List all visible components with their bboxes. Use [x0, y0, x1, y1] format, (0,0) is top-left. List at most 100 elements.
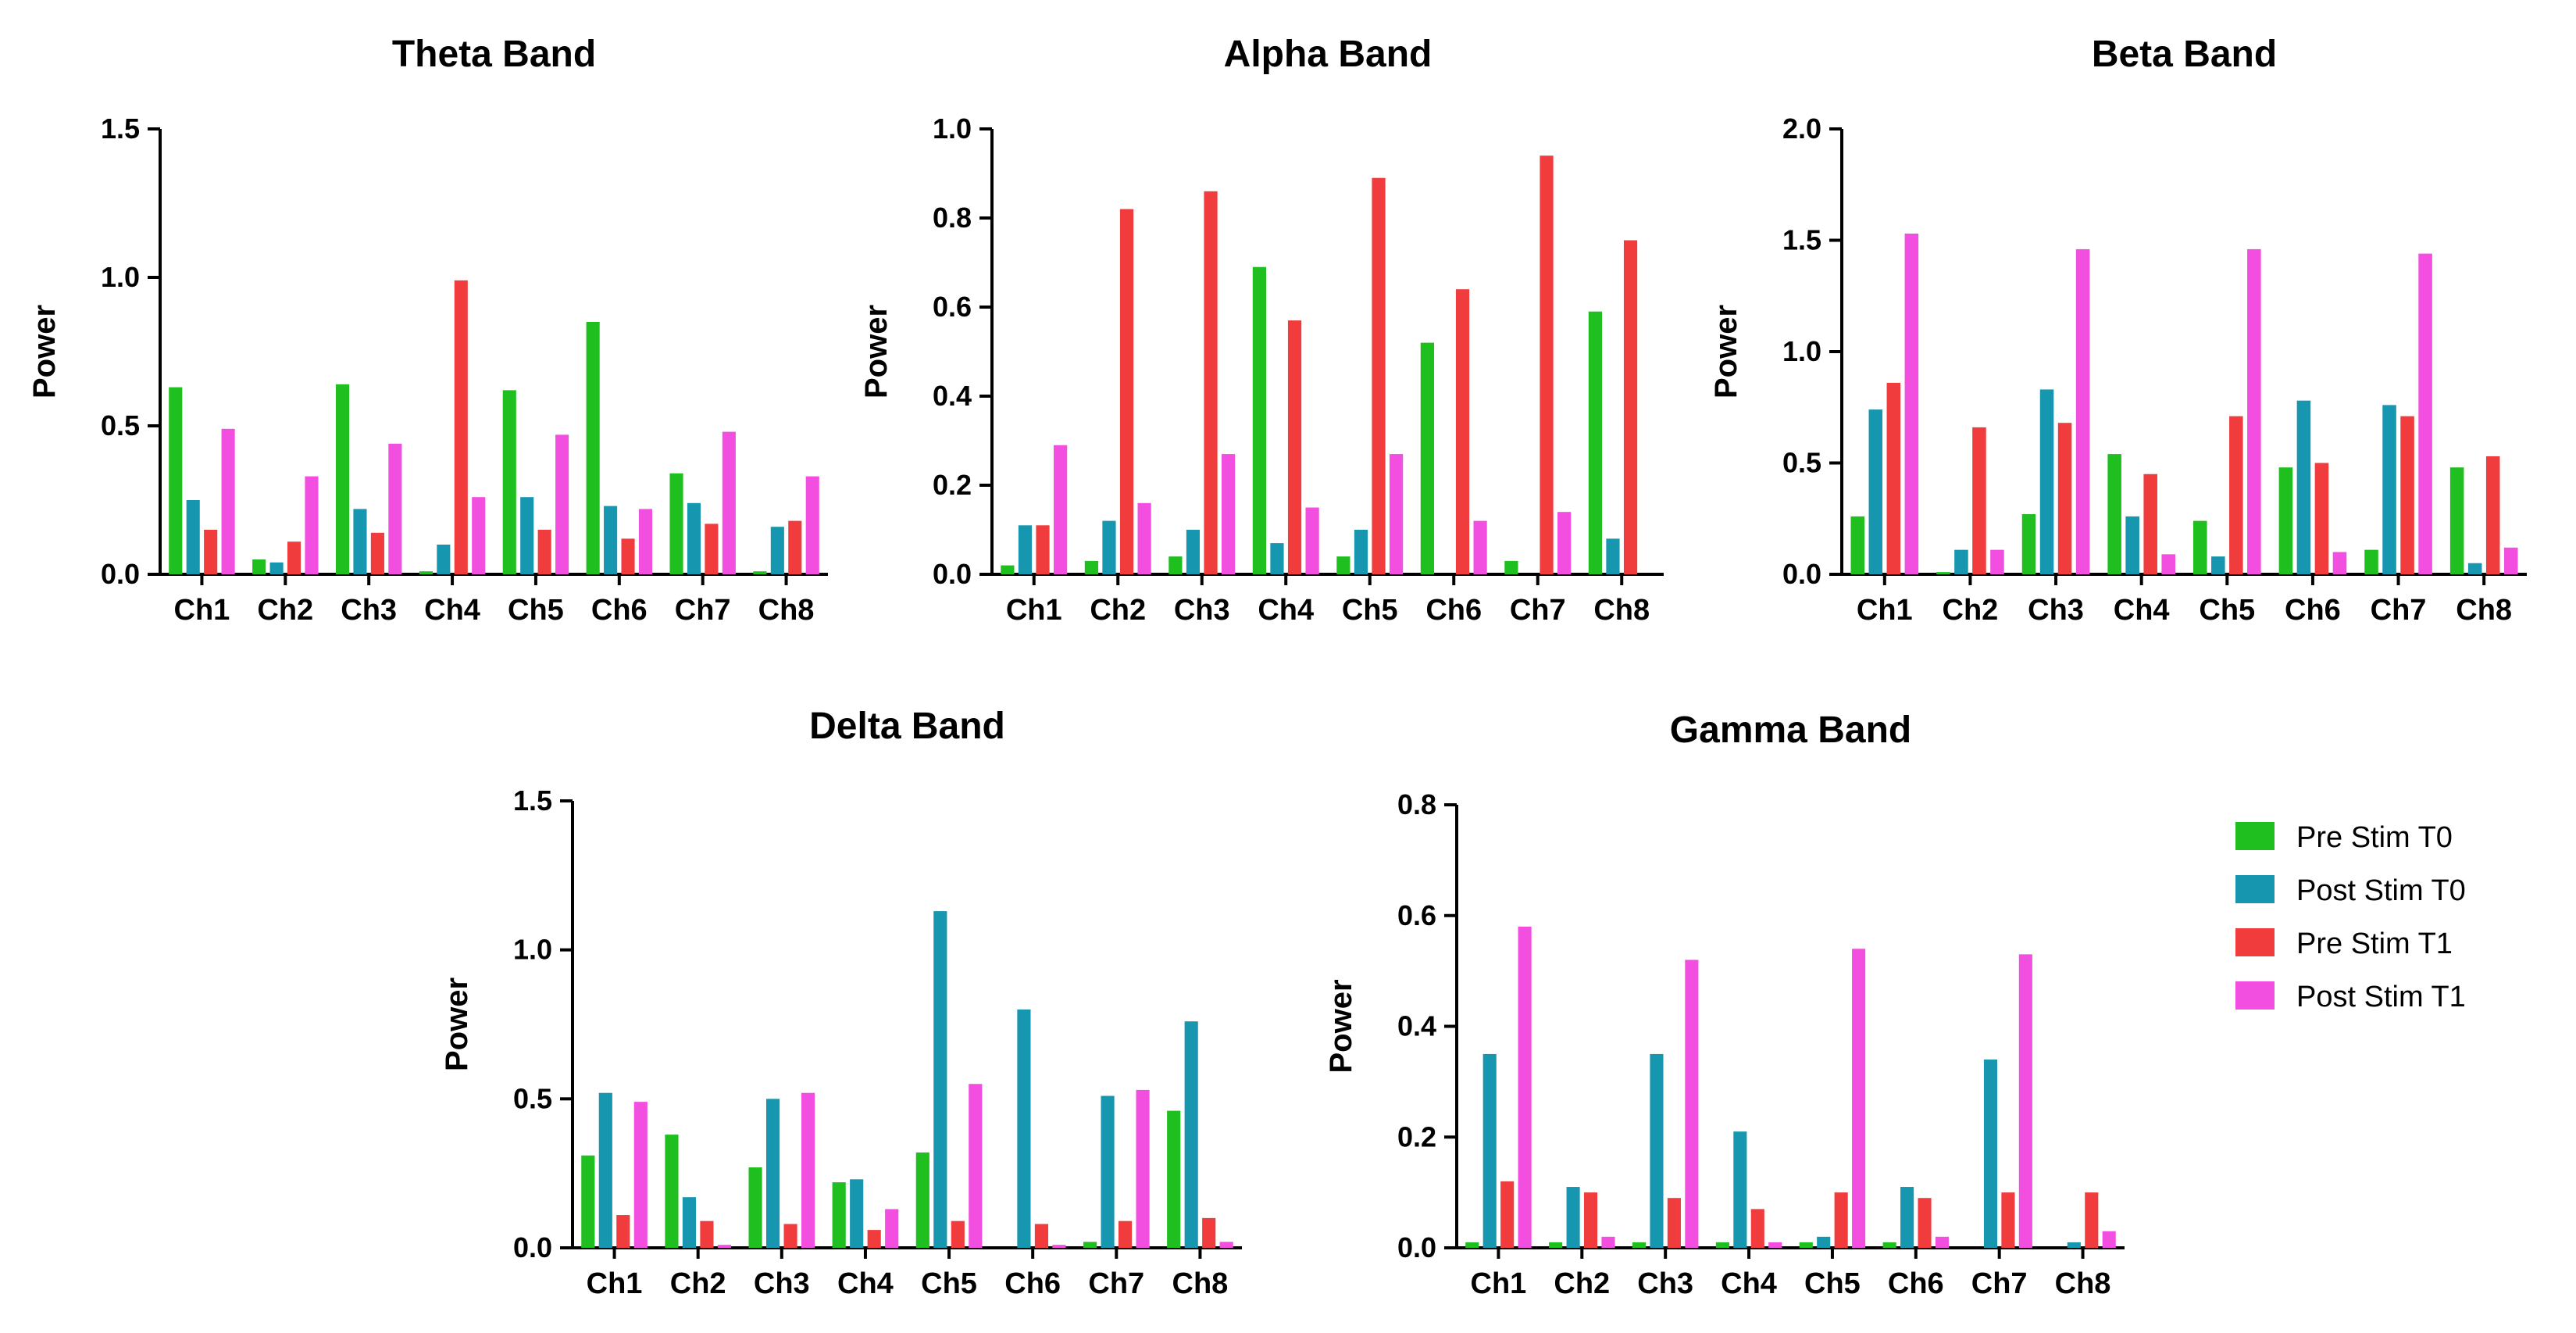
beta-bar-post-stim-t1-ch6 [2332, 552, 2347, 574]
gamma-chart: Gamma Band Power 0.00.20.40.60.8 Ch1 Ch2 C… [1324, 709, 2125, 1300]
beta-category-label-ch3: Ch3 [2028, 594, 2084, 627]
beta-bar-pre-stim-t0-ch5 [2193, 520, 2207, 574]
theta-bar-post-stim-t0-ch5 [520, 497, 534, 574]
gamma-category-label-ch7: Ch7 [1971, 1267, 2028, 1300]
legend-label-post-stim-t1: Post Stim T1 [2296, 981, 2466, 1013]
delta-bar-pre-stim-t0-ch4 [832, 1182, 846, 1248]
alpha-bar-post-stim-t0-ch1 [1018, 525, 1033, 574]
theta-category-label-ch1: Ch1 [174, 594, 230, 627]
delta-category-label-ch1: Ch1 [587, 1267, 643, 1300]
gamma-category-labels: Ch1 Ch2 Ch3 Ch4 Ch5 Ch6 Ch7 Ch8 [1471, 1248, 2111, 1300]
gamma-category-label-ch8: Ch8 [2055, 1267, 2111, 1300]
theta-y-ticks: 0.0 0.5 1.0 1.5 [101, 113, 160, 590]
gamma-bar-pre-stim-t0-ch6 [1882, 1242, 1896, 1248]
beta-chart: Beta Band Power 0.00.51.01.52.0 Ch1 Ch2 Ch… [1709, 34, 2527, 627]
alpha-bar-pre-stim-t1-ch7 [1540, 155, 1554, 574]
theta-bar-pre-stim-t0-ch1 [169, 387, 183, 574]
delta-category-label-ch7: Ch7 [1088, 1267, 1144, 1300]
alpha-y-tick-label: 0.2 [933, 469, 972, 501]
delta-bar-pre-stim-t0-ch3 [748, 1167, 762, 1248]
theta-y-tick-label: 1.5 [101, 113, 140, 145]
theta-category-label-ch6: Ch6 [591, 594, 648, 627]
gamma-bar-post-stim-t0-ch2 [1566, 1187, 1580, 1248]
theta-bar-pre-stim-t0-ch3 [335, 384, 350, 574]
delta-category-label-ch4: Ch4 [837, 1267, 894, 1300]
beta-y-tick-label: 1.0 [1782, 335, 1821, 367]
delta-bar-pre-stim-t1-ch5 [951, 1220, 965, 1248]
gamma-bar-pre-stim-t1-ch4 [1750, 1209, 1764, 1248]
beta-y-axis-label: Power [1709, 305, 1743, 398]
gamma-bar-post-stim-t0-ch1 [1482, 1053, 1497, 1248]
alpha-bar-post-stim-t1-ch4 [1305, 507, 1319, 574]
theta-bar-pre-stim-t0-ch8 [753, 571, 767, 574]
theta-bar-post-stim-t0-ch8 [770, 527, 784, 574]
beta-y-tick-label: 1.5 [1782, 224, 1821, 256]
theta-bar-pre-stim-t1-ch1 [204, 530, 218, 574]
legend: Pre Stim T0 Post Stim T0 Pre Stim T1 Pos… [2235, 821, 2466, 1013]
alpha-bar-pre-stim-t1-ch5 [1372, 177, 1386, 574]
beta-bar-post-stim-t0-ch8 [2467, 563, 2482, 574]
gamma-chart-title: Gamma Band [1670, 709, 1911, 751]
beta-category-label-ch6: Ch6 [2285, 594, 2341, 627]
alpha-bar-post-stim-t1-ch1 [1054, 445, 1068, 574]
alpha-bar-pre-stim-t0-ch7 [1504, 560, 1518, 574]
theta-bar-post-stim-t0-ch7 [687, 502, 701, 574]
alpha-bar-pre-stim-t0-ch2 [1084, 560, 1098, 574]
beta-y-tick-label: 2.0 [1782, 113, 1821, 145]
theta-bar-post-stim-t1-ch7 [722, 431, 736, 574]
delta-bar-pre-stim-t0-ch1 [581, 1155, 595, 1248]
delta-bar-post-stim-t0-ch8 [1184, 1021, 1198, 1248]
gamma-category-label-ch5: Ch5 [1804, 1267, 1861, 1300]
delta-y-tick-label: 1.5 [513, 784, 552, 817]
beta-bar-pre-stim-t0-ch4 [2107, 454, 2121, 574]
alpha-chart: Alpha Band Power 0.00.20.40.60.81.0 Ch1 C… [859, 34, 1664, 627]
alpha-bars [1001, 155, 1638, 575]
delta-bar-pre-stim-t1-ch4 [867, 1230, 881, 1248]
alpha-bar-pre-stim-t1-ch2 [1119, 209, 1134, 574]
beta-bar-pre-stim-t1-ch2 [1972, 427, 1986, 574]
theta-category-label-ch3: Ch3 [341, 594, 397, 627]
gamma-y-tick-label: 0.6 [1397, 899, 1436, 931]
delta-bar-post-stim-t0-ch5 [933, 911, 947, 1248]
alpha-category-label-ch7: Ch7 [1510, 594, 1566, 627]
beta-bar-pre-stim-t0-ch7 [2364, 549, 2378, 574]
delta-bar-post-stim-t0-ch3 [765, 1099, 780, 1248]
gamma-bar-pre-stim-t1-ch7 [2001, 1192, 2015, 1248]
gamma-category-label-ch2: Ch2 [1554, 1267, 1610, 1300]
delta-bar-post-stim-t1-ch5 [969, 1084, 983, 1248]
gamma-bar-post-stim-t1-ch4 [1768, 1242, 1782, 1248]
delta-bar-post-stim-t1-ch6 [1052, 1245, 1066, 1248]
alpha-category-label-ch5: Ch5 [1342, 594, 1398, 627]
theta-bar-post-stim-t0-ch3 [353, 509, 367, 574]
beta-bar-pre-stim-t0-ch2 [1936, 572, 1950, 574]
delta-chart-title: Delta Band [809, 706, 1005, 747]
delta-bar-post-stim-t0-ch4 [850, 1179, 864, 1248]
beta-category-label-ch2: Ch2 [1943, 594, 1999, 627]
delta-bar-post-stim-t1-ch2 [717, 1245, 732, 1248]
delta-category-label-ch2: Ch2 [670, 1267, 726, 1300]
gamma-bar-post-stim-t1-ch7 [2018, 954, 2032, 1248]
delta-bar-pre-stim-t1-ch1 [616, 1215, 630, 1248]
beta-bar-post-stim-t1-ch4 [2161, 554, 2175, 574]
gamma-bar-post-stim-t0-ch4 [1733, 1131, 1747, 1248]
delta-category-label-ch8: Ch8 [1172, 1267, 1229, 1300]
delta-bars [581, 911, 1233, 1248]
alpha-y-tick-label: 1.0 [933, 113, 972, 145]
gamma-bar-post-stim-t1-ch3 [1685, 960, 1699, 1248]
theta-bar-pre-stim-t1-ch5 [537, 530, 551, 574]
delta-bar-post-stim-t1-ch7 [1136, 1089, 1150, 1248]
theta-bar-post-stim-t1-ch4 [472, 497, 486, 574]
theta-category-label-ch2: Ch2 [257, 594, 313, 627]
gamma-bar-pre-stim-t0-ch5 [1799, 1242, 1813, 1248]
beta-chart-title: Beta Band [2092, 34, 2277, 75]
delta-bar-post-stim-t1-ch1 [633, 1102, 648, 1248]
gamma-bar-pre-stim-t0-ch1 [1465, 1242, 1479, 1248]
gamma-bar-post-stim-t0-ch7 [1983, 1060, 1998, 1248]
delta-bar-pre-stim-t1-ch8 [1202, 1217, 1216, 1248]
gamma-bar-post-stim-t0-ch3 [1650, 1053, 1664, 1248]
gamma-y-tick-label: 0.8 [1397, 788, 1436, 820]
beta-bar-post-stim-t0-ch6 [2296, 400, 2311, 574]
theta-bar-post-stim-t0-ch4 [437, 545, 451, 574]
alpha-bar-post-stim-t0-ch8 [1606, 538, 1620, 574]
delta-category-label-ch6: Ch6 [1004, 1267, 1061, 1300]
